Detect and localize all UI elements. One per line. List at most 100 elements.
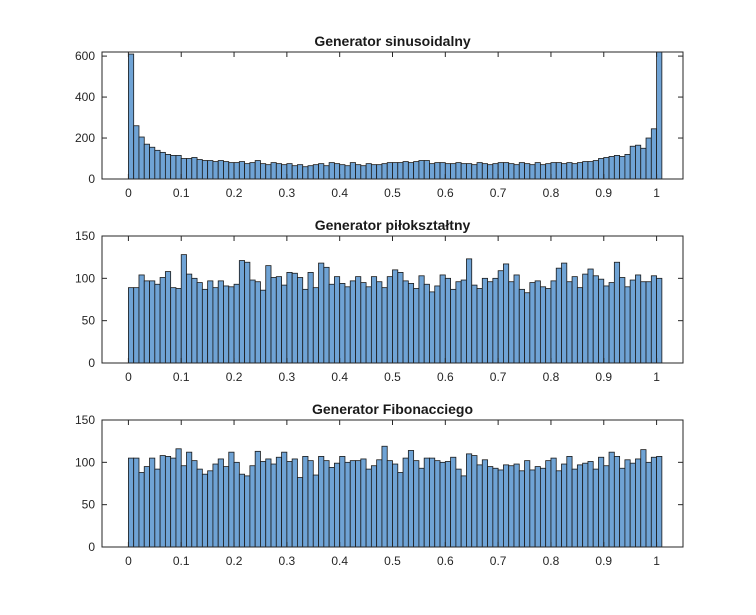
histogram-bar bbox=[466, 453, 473, 547]
histogram-bar bbox=[297, 277, 304, 363]
histogram-bar bbox=[402, 280, 409, 363]
histogram-bar bbox=[133, 125, 140, 179]
histogram-bar bbox=[260, 461, 267, 547]
x-ticks: 0 0.1 0.2 0.3 0.4 0.5 0.6 0.7 0.8 0.9 1 bbox=[125, 52, 660, 200]
histogram-bar bbox=[360, 165, 367, 179]
histogram-bar bbox=[365, 468, 372, 547]
x-tick-label: 0.7 bbox=[490, 554, 507, 568]
histogram-bar bbox=[592, 160, 599, 179]
histogram-bar bbox=[439, 461, 446, 547]
histogram-bar bbox=[223, 161, 230, 179]
histogram-bar bbox=[513, 463, 520, 547]
x-tick-label: 0.8 bbox=[543, 554, 560, 568]
histogram-bar bbox=[249, 465, 256, 547]
histogram-bar bbox=[561, 463, 568, 547]
histogram-bar bbox=[550, 162, 557, 179]
histogram-bar bbox=[286, 272, 293, 363]
histogram-bar bbox=[392, 463, 399, 547]
histogram-bar bbox=[402, 457, 409, 547]
histogram-bar bbox=[582, 273, 589, 363]
histogram-bar bbox=[143, 143, 150, 179]
histogram-bar bbox=[370, 465, 378, 547]
histogram-bar bbox=[529, 164, 536, 179]
histogram-bar bbox=[503, 464, 510, 547]
histogram-bar bbox=[529, 469, 536, 547]
histogram-bar bbox=[254, 281, 261, 363]
histogram-bar bbox=[423, 283, 430, 363]
histogram-bar bbox=[333, 462, 341, 547]
x-tick-label: 0 bbox=[125, 554, 132, 568]
histogram-bar bbox=[460, 279, 467, 363]
histogram-bar bbox=[476, 288, 483, 363]
histogram-bar bbox=[497, 270, 504, 363]
histogram-bar bbox=[529, 282, 536, 363]
histogram-bar bbox=[487, 466, 494, 547]
histogram-bar bbox=[228, 162, 235, 179]
histogram-bar bbox=[339, 283, 346, 363]
histogram-bar bbox=[508, 465, 515, 547]
histogram-bar bbox=[635, 274, 642, 363]
histogram-bar bbox=[149, 280, 156, 363]
histogram-bar bbox=[318, 262, 325, 363]
histogram-bar bbox=[397, 472, 404, 547]
histogram-bar bbox=[413, 460, 420, 547]
histogram-bar bbox=[450, 456, 457, 547]
histogram-bar bbox=[624, 459, 631, 547]
x-tick-label: 0 bbox=[125, 370, 132, 384]
histogram-bar bbox=[434, 285, 441, 363]
histogram-bar bbox=[170, 287, 177, 363]
histogram-bar bbox=[386, 162, 393, 179]
histogram-bar bbox=[238, 260, 246, 363]
histogram-bar bbox=[455, 281, 462, 363]
histogram-bar bbox=[471, 164, 478, 179]
histogram-bar bbox=[624, 286, 631, 363]
subplot-title: Generator sinusoidalny bbox=[314, 33, 471, 49]
histogram-bar bbox=[318, 163, 325, 179]
histogram-bar bbox=[196, 159, 203, 179]
histogram-bar bbox=[138, 274, 145, 363]
y-tick-label: 0 bbox=[88, 540, 95, 554]
histogram-bar bbox=[407, 162, 415, 179]
histogram-bar bbox=[471, 455, 478, 547]
histogram-bar bbox=[191, 277, 198, 363]
histogram-bar bbox=[217, 160, 224, 179]
histogram-bar bbox=[260, 163, 267, 179]
histogram-bar bbox=[418, 275, 425, 363]
histogram-bar bbox=[592, 275, 599, 363]
histogram-bar bbox=[598, 456, 605, 547]
histogram-bar bbox=[365, 286, 372, 363]
histogram-bar bbox=[312, 164, 319, 179]
histogram-bar bbox=[603, 157, 610, 179]
x-tick-label: 0.3 bbox=[279, 186, 296, 200]
histogram-bar bbox=[392, 162, 399, 179]
histogram-bar bbox=[613, 155, 621, 179]
subplot-sawtooth: Generator piłokształtny 0 0.1 0.2 0.3 0.4 0.5… bbox=[75, 217, 684, 384]
histogram-bar bbox=[555, 162, 562, 179]
histogram-bar bbox=[233, 283, 240, 363]
histogram-bar bbox=[275, 456, 282, 547]
histogram-bar bbox=[154, 468, 161, 547]
histogram-bar bbox=[613, 261, 621, 363]
x-tick-label: 0.5 bbox=[384, 186, 401, 200]
histogram-bar bbox=[381, 287, 388, 363]
x-tick-label: 0.6 bbox=[437, 370, 454, 384]
histogram-bar bbox=[223, 285, 230, 363]
x-tick-label: 0.1 bbox=[173, 370, 190, 384]
histogram-bar bbox=[534, 162, 541, 179]
histogram-bar bbox=[196, 282, 203, 363]
histogram-bar bbox=[260, 289, 267, 363]
histogram-bar bbox=[376, 281, 383, 363]
histogram-bar bbox=[497, 162, 504, 179]
histogram-bar bbox=[339, 164, 346, 179]
x-tick-label: 0.9 bbox=[595, 554, 612, 568]
histogram-bar bbox=[503, 263, 510, 363]
histogram-bar bbox=[439, 162, 446, 179]
histogram-bar bbox=[307, 165, 314, 179]
histogram-bar bbox=[244, 261, 251, 363]
histogram-bar bbox=[328, 467, 335, 547]
histogram-bar bbox=[434, 460, 441, 547]
histogram-bar bbox=[481, 163, 488, 179]
histogram-bar bbox=[629, 279, 636, 363]
subplot-title: Generator piłokształtny bbox=[315, 217, 471, 233]
histogram-bar bbox=[539, 164, 547, 179]
